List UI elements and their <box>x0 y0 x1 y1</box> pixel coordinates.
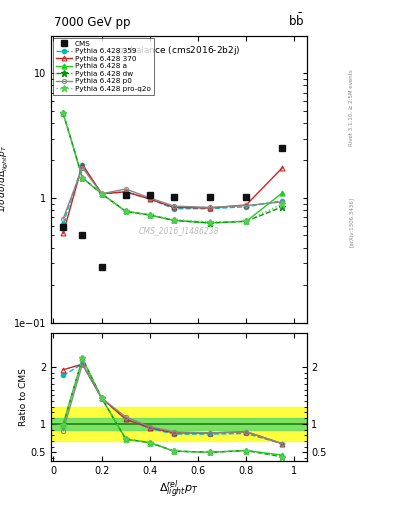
Pythia 6.428 pro-q2o <box>147 212 152 218</box>
Pythia 6.428 370 <box>80 162 85 168</box>
Pythia 6.428 370 <box>123 189 128 195</box>
Pythia 6.428 370 <box>280 164 285 170</box>
Pythia 6.428 359 <box>244 204 249 210</box>
Y-axis label: $1/\sigma\,d\sigma/d\Delta^{rel}_{light}p_T$: $1/\sigma\,d\sigma/d\Delta^{rel}_{light}… <box>0 145 11 214</box>
Pythia 6.428 a <box>280 190 285 196</box>
Pythia 6.428 370 <box>172 204 176 210</box>
Pythia 6.428 a <box>244 218 249 224</box>
Pythia 6.428 pro-q2o <box>172 217 176 223</box>
CMS <box>80 232 85 239</box>
Pythia 6.428 a <box>61 110 66 116</box>
Pythia 6.428 359 <box>147 196 152 202</box>
Pythia 6.428 359 <box>172 206 176 212</box>
Pythia 6.428 359 <box>99 190 104 197</box>
Text: $p_T$ balance (cms2016-2b2j): $p_T$ balance (cms2016-2b2j) <box>117 45 241 57</box>
Pythia 6.428 370 <box>61 230 66 237</box>
Pythia 6.428 dw <box>147 212 152 218</box>
Legend: CMS, Pythia 6.428 359, Pythia 6.428 370, Pythia 6.428 a, Pythia 6.428 dw, Pythia: CMS, Pythia 6.428 359, Pythia 6.428 370,… <box>53 38 154 95</box>
Pythia 6.428 pro-q2o <box>99 190 104 197</box>
Line: Pythia 6.428 p0: Pythia 6.428 p0 <box>61 165 285 221</box>
Pythia 6.428 359 <box>123 189 128 195</box>
CMS <box>123 192 128 198</box>
Pythia 6.428 pro-q2o <box>80 175 85 181</box>
Pythia 6.428 dw <box>123 208 128 215</box>
X-axis label: $\Delta^{rel}_{light}p_T$: $\Delta^{rel}_{light}p_T$ <box>159 478 198 501</box>
Line: Pythia 6.428 359: Pythia 6.428 359 <box>61 163 285 226</box>
Text: b$\bar{\rm b}$: b$\bar{\rm b}$ <box>288 12 304 29</box>
Pythia 6.428 a <box>99 190 104 197</box>
CMS <box>99 264 104 270</box>
Text: 7000 GeV pp: 7000 GeV pp <box>54 16 130 29</box>
Pythia 6.428 370 <box>208 205 213 211</box>
Pythia 6.428 p0 <box>147 195 152 201</box>
Line: CMS: CMS <box>60 145 286 270</box>
Pythia 6.428 359 <box>61 221 66 227</box>
Text: [arXiv:1306.3436]: [arXiv:1306.3436] <box>349 197 354 247</box>
CMS <box>61 224 66 230</box>
Pythia 6.428 pro-q2o <box>280 201 285 207</box>
Pythia 6.428 370 <box>244 202 249 208</box>
Pythia 6.428 370 <box>99 190 104 197</box>
Pythia 6.428 pro-q2o <box>61 110 66 116</box>
Line: Pythia 6.428 dw: Pythia 6.428 dw <box>60 110 286 226</box>
Pythia 6.428 370 <box>147 196 152 202</box>
Bar <box>51 418 307 430</box>
Pythia 6.428 p0 <box>208 204 213 210</box>
Pythia 6.428 a <box>80 175 85 181</box>
Pythia 6.428 dw <box>172 218 176 224</box>
Text: CMS_2016_I1486238: CMS_2016_I1486238 <box>139 226 219 236</box>
Pythia 6.428 dw <box>80 175 85 181</box>
Pythia 6.428 359 <box>80 162 85 168</box>
Pythia 6.428 dw <box>61 110 66 116</box>
CMS <box>208 194 213 200</box>
Pythia 6.428 p0 <box>244 202 249 208</box>
Pythia 6.428 p0 <box>123 186 128 192</box>
Pythia 6.428 359 <box>208 206 213 212</box>
Pythia 6.428 dw <box>99 190 104 197</box>
Pythia 6.428 pro-q2o <box>244 218 249 224</box>
Pythia 6.428 a <box>147 212 152 218</box>
Pythia 6.428 359 <box>280 198 285 204</box>
Pythia 6.428 a <box>172 218 176 224</box>
Bar <box>51 407 307 441</box>
Pythia 6.428 a <box>123 208 128 215</box>
Pythia 6.428 p0 <box>61 216 66 222</box>
Pythia 6.428 a <box>208 220 213 226</box>
Pythia 6.428 p0 <box>80 164 85 170</box>
Y-axis label: Ratio to CMS: Ratio to CMS <box>19 368 28 426</box>
Line: Pythia 6.428 370: Pythia 6.428 370 <box>61 162 285 236</box>
Pythia 6.428 pro-q2o <box>208 219 213 225</box>
Pythia 6.428 p0 <box>172 203 176 209</box>
CMS <box>147 192 152 198</box>
CMS <box>172 194 176 200</box>
CMS <box>280 145 285 152</box>
Pythia 6.428 dw <box>244 218 249 224</box>
Pythia 6.428 dw <box>208 220 213 226</box>
Pythia 6.428 p0 <box>280 199 285 205</box>
CMS <box>244 194 249 200</box>
Pythia 6.428 p0 <box>99 190 104 197</box>
Text: Rivet 3.1.10, ≥ 2.5M events: Rivet 3.1.10, ≥ 2.5M events <box>349 69 354 146</box>
Line: Pythia 6.428 pro-q2o: Pythia 6.428 pro-q2o <box>60 110 286 225</box>
Pythia 6.428 pro-q2o <box>123 208 128 215</box>
Line: Pythia 6.428 a: Pythia 6.428 a <box>61 111 285 225</box>
Pythia 6.428 dw <box>280 204 285 210</box>
